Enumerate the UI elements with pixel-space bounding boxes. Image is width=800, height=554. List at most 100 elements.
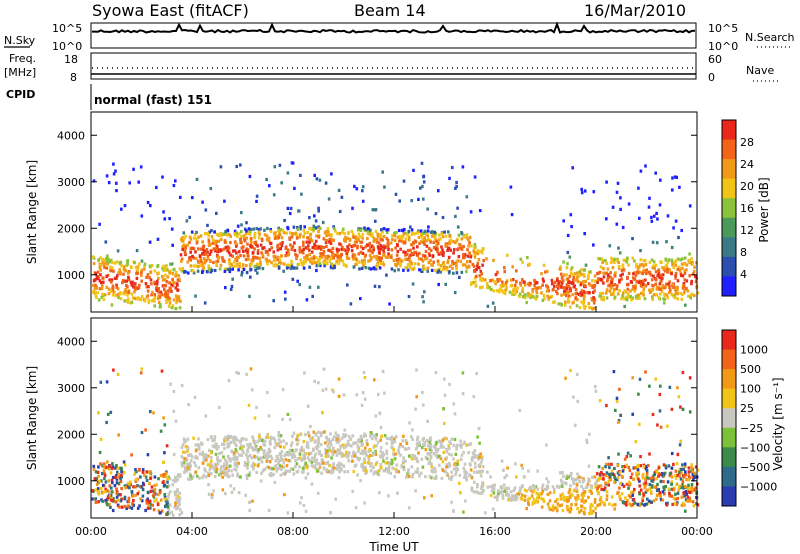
range-cell bbox=[197, 259, 200, 263]
range-cell bbox=[527, 487, 531, 491]
range-cell bbox=[246, 448, 249, 452]
range-cell bbox=[121, 279, 125, 283]
range-cell bbox=[191, 246, 194, 250]
range-cell bbox=[108, 494, 112, 498]
range-cell bbox=[621, 469, 625, 473]
range-cell bbox=[326, 444, 330, 448]
range-cell bbox=[691, 488, 695, 492]
range-cell bbox=[638, 484, 642, 488]
range-cell bbox=[361, 199, 365, 203]
range-cell bbox=[259, 260, 262, 264]
range-cell bbox=[625, 455, 629, 459]
range-cell bbox=[160, 292, 163, 296]
range-cell bbox=[186, 449, 189, 453]
range-cell bbox=[224, 492, 227, 496]
range-cell bbox=[481, 481, 484, 485]
range-cell bbox=[209, 459, 213, 463]
range-cell bbox=[536, 487, 540, 491]
range-cell bbox=[629, 475, 633, 480]
range-cell bbox=[246, 455, 250, 459]
range-cell bbox=[380, 466, 383, 470]
range-cell bbox=[95, 482, 99, 486]
range-cell bbox=[153, 499, 156, 503]
range-cell bbox=[496, 289, 499, 293]
range-cell bbox=[313, 440, 317, 444]
range-cell bbox=[237, 491, 241, 495]
range-cell bbox=[327, 233, 330, 237]
range-cell bbox=[266, 262, 269, 266]
range-cell bbox=[327, 454, 330, 458]
range-cell bbox=[379, 426, 383, 430]
range-cell bbox=[266, 238, 269, 242]
range-cell bbox=[106, 489, 109, 493]
range-cell bbox=[426, 419, 429, 423]
range-cell bbox=[418, 440, 421, 444]
range-cell bbox=[362, 452, 365, 456]
range-cell bbox=[580, 504, 583, 508]
range-cell bbox=[644, 164, 647, 168]
range-cell bbox=[469, 255, 472, 259]
range-cell bbox=[668, 288, 672, 292]
range-cell bbox=[547, 295, 550, 300]
range-cell bbox=[317, 451, 321, 455]
range-cell bbox=[329, 232, 332, 237]
range-cell bbox=[570, 271, 573, 275]
range-cell bbox=[295, 448, 298, 452]
range-cell bbox=[162, 460, 165, 464]
range-cell bbox=[425, 232, 429, 236]
range-cell bbox=[602, 271, 605, 275]
range-cell bbox=[453, 467, 456, 471]
range-cell bbox=[317, 230, 320, 234]
range-cell bbox=[551, 485, 555, 489]
colorbar-swatch bbox=[722, 120, 736, 141]
range-cell bbox=[459, 243, 463, 247]
range-cell bbox=[314, 467, 318, 471]
range-cell bbox=[670, 480, 674, 484]
range-cell bbox=[146, 289, 150, 293]
range-cell bbox=[429, 258, 432, 263]
range-cell bbox=[490, 489, 494, 493]
range-cell bbox=[126, 293, 129, 297]
range-cell bbox=[589, 484, 593, 488]
range-cell bbox=[110, 486, 113, 490]
range-cell bbox=[253, 247, 256, 251]
range-cell bbox=[107, 479, 111, 483]
range-cell bbox=[384, 461, 388, 465]
range-cell bbox=[683, 269, 687, 273]
range-cell bbox=[476, 261, 480, 265]
range-cell bbox=[247, 257, 250, 261]
range-cell bbox=[587, 464, 591, 468]
range-cell bbox=[313, 379, 316, 383]
range-cell bbox=[122, 471, 126, 475]
range-cell bbox=[392, 258, 396, 263]
range-cell bbox=[317, 381, 320, 385]
range-cell bbox=[664, 466, 668, 470]
range-cell bbox=[565, 476, 568, 480]
range-cell bbox=[115, 189, 118, 193]
range-cell bbox=[371, 232, 374, 236]
range-cell bbox=[461, 392, 465, 396]
range-cell bbox=[617, 420, 620, 424]
range-cell bbox=[540, 505, 544, 509]
range-cell bbox=[683, 288, 686, 292]
date-title: 16/Mar/2010 bbox=[584, 1, 686, 20]
range-cell bbox=[252, 255, 255, 259]
range-cell bbox=[423, 236, 426, 240]
range-cell bbox=[318, 261, 322, 265]
range-cell bbox=[609, 478, 613, 482]
range-cell bbox=[215, 467, 219, 471]
range-cell bbox=[290, 247, 294, 251]
range-cell bbox=[419, 240, 423, 244]
range-cell bbox=[561, 279, 565, 283]
range-cell bbox=[659, 273, 663, 278]
freq-frame bbox=[90, 52, 697, 80]
range-cell bbox=[361, 391, 365, 395]
range-cell bbox=[302, 259, 306, 263]
range-cell bbox=[668, 494, 672, 498]
range-cell bbox=[168, 217, 171, 221]
range-cell bbox=[158, 491, 162, 495]
range-cell bbox=[676, 267, 680, 271]
range-cell bbox=[626, 451, 630, 455]
range-cell bbox=[589, 270, 592, 274]
range-cell bbox=[248, 500, 251, 504]
